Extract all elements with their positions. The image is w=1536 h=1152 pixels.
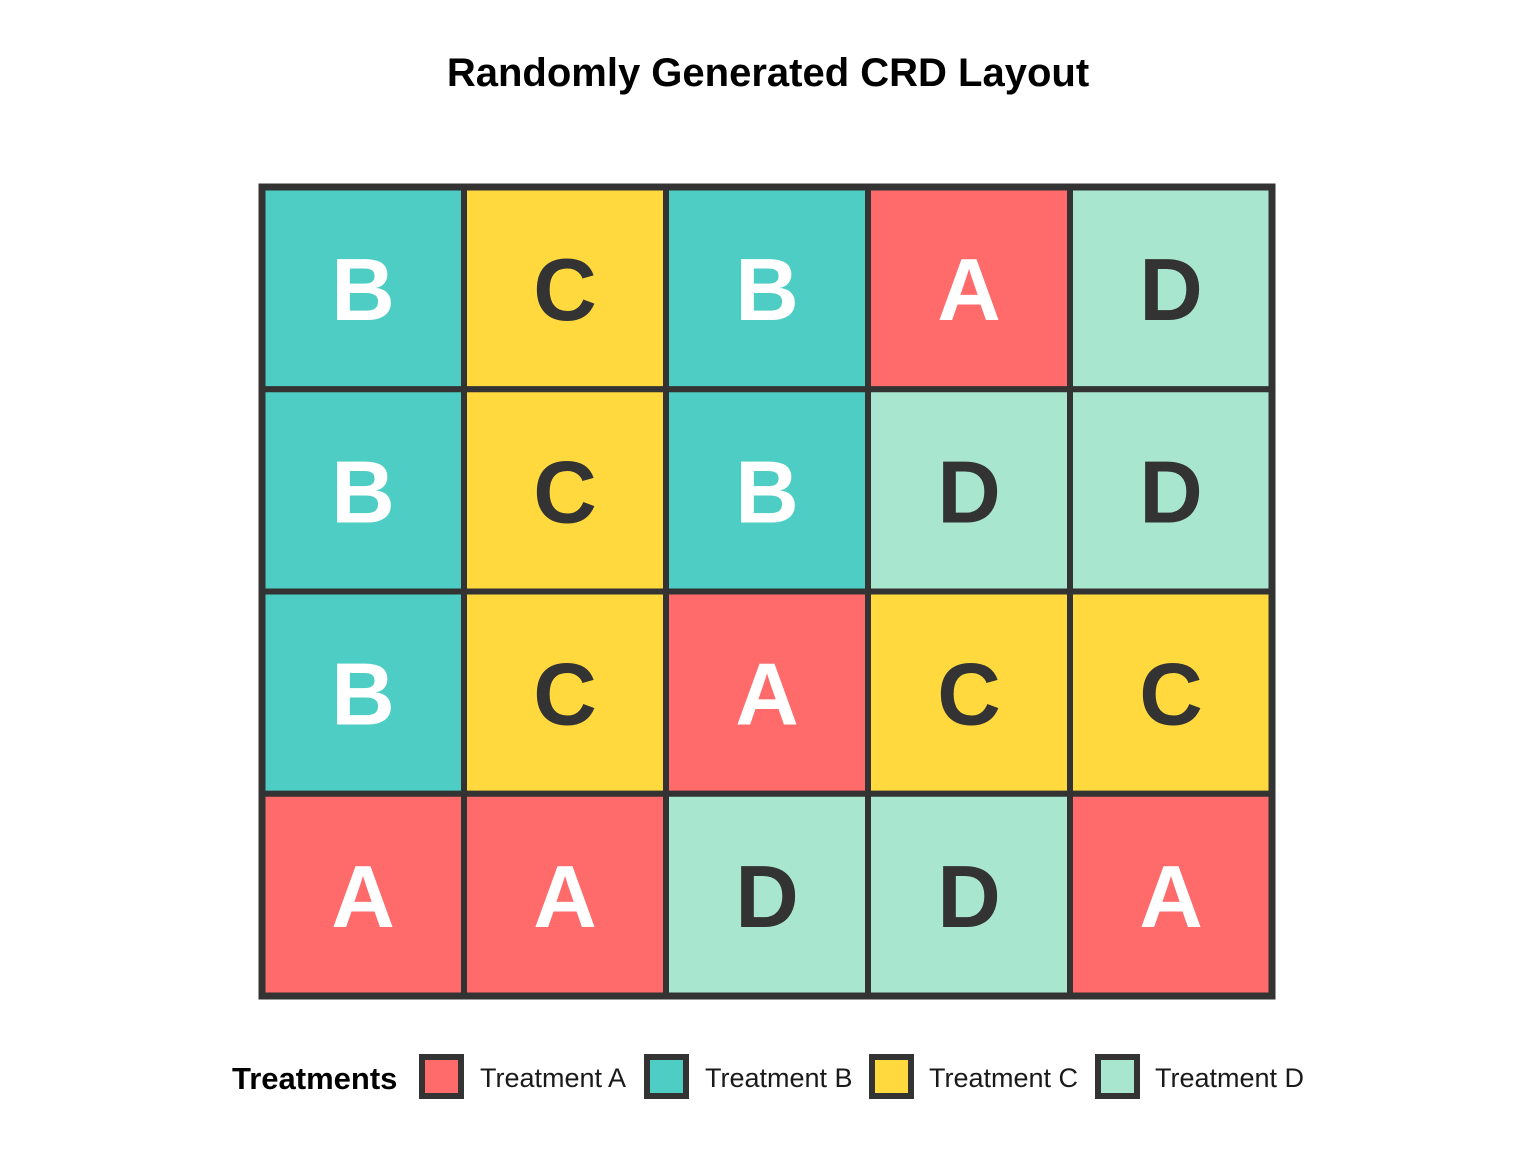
cell-4-5: [1067, 790, 1275, 999]
cell-4-4: [865, 790, 1073, 999]
cell-2-5: [1067, 386, 1275, 595]
cell-label-1-3: B: [735, 240, 799, 339]
cell-label-2-3: B: [735, 442, 799, 541]
legend-swatch-b: [644, 1054, 689, 1099]
cell-label-4-1: A: [331, 847, 395, 946]
cell-label-3-3: A: [735, 645, 799, 744]
cell-4-2: [461, 790, 669, 999]
legend: Treatments Treatment A Treatment B Treatme…: [232, 1054, 1304, 1099]
cell-label-2-5: D: [1139, 442, 1203, 541]
cell-label-4-4: D: [937, 847, 1001, 946]
cell-label-2-2: C: [533, 442, 597, 541]
cell-label-1-1: B: [331, 240, 395, 339]
cell-3-2: [461, 588, 669, 797]
cell-label-1-4: A: [937, 240, 1001, 339]
cell-label-1-5: D: [1139, 240, 1203, 339]
cell-label-4-5: A: [1139, 847, 1203, 946]
cell-1-2: [461, 184, 669, 393]
legend-swatch-a: [419, 1054, 464, 1099]
chart-title: Randomly Generated CRD Layout: [447, 51, 1089, 95]
cell-label-4-2: A: [533, 847, 597, 946]
legend-label-b: Treatment B: [705, 1063, 853, 1093]
legend-swatch-d: [1095, 1054, 1140, 1099]
cell-label-2-1: B: [331, 442, 395, 541]
cell-label-3-1: B: [331, 645, 395, 744]
cell-2-3: [663, 386, 871, 595]
cell-label-4-3: D: [735, 847, 799, 946]
grid-frame: [258, 183, 1276, 1000]
cell-label-3-2: C: [533, 645, 597, 744]
legend-label-c: Treatment C: [929, 1063, 1078, 1093]
cell-label-1-2: C: [533, 240, 597, 339]
legend-swatch-c: [869, 1054, 914, 1099]
cell-label-3-4: C: [937, 645, 1001, 744]
cell-3-4: [865, 588, 1073, 797]
cell-label-3-5: C: [1139, 645, 1203, 744]
legend-title: Treatments: [232, 1061, 397, 1096]
legend-label-a: Treatment A: [480, 1063, 626, 1093]
legend-label-d: Treatment D: [1155, 1063, 1304, 1093]
plot-grid: B C B A D B C B D D B C A C C A A D D A: [258, 183, 1276, 1000]
cell-label-2-4: D: [937, 442, 1001, 541]
